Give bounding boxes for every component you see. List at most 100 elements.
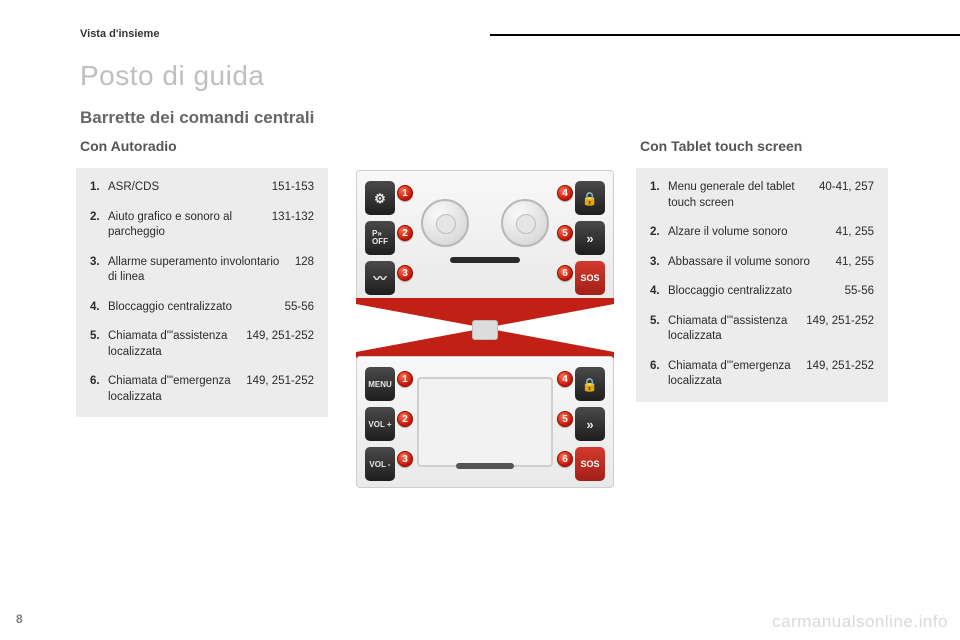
item-page: 55-56 — [845, 284, 874, 300]
button-column-left: MENU VOL + VOL - — [365, 367, 395, 487]
esp-off-button: ⚙ — [365, 181, 395, 215]
connector-hub — [472, 320, 498, 340]
item-label: Allarme superamento involontario di line… — [108, 255, 295, 286]
callout-marker: 2 — [397, 225, 413, 241]
lane-icon: 〰 — [373, 272, 386, 285]
central-lock-button: 🔒 — [575, 181, 605, 215]
item-page: 41, 255 — [836, 255, 874, 271]
item-page: 149, 251-252 — [806, 359, 874, 375]
assist-call-button: » — [575, 221, 605, 255]
item-page: 40-41, 257 — [819, 180, 874, 196]
header-rule — [490, 34, 960, 36]
item-label: Abbassare il volume sonoro — [668, 255, 836, 271]
item-number: 4. — [90, 300, 108, 316]
page-title: Posto di guida — [80, 60, 264, 92]
callout-marker: 1 — [397, 185, 413, 201]
central-lock-button: 🔒 — [575, 367, 605, 401]
item-label: Bloccaggio centralizzato — [668, 284, 845, 300]
radio-dial-left — [421, 199, 469, 247]
heading-tablet: Con Tablet touch screen — [640, 138, 802, 154]
list-item: 3. Abbassare il volume sonoro 41, 255 — [650, 255, 874, 271]
item-number: 6. — [90, 374, 108, 390]
item-number: 5. — [650, 314, 668, 330]
list-item: 5. Chiamata d'"assistenza localizzata 14… — [650, 314, 874, 345]
item-label: ASR/CDS — [108, 180, 272, 196]
cd-slot — [450, 257, 520, 263]
radio-dial-right — [501, 199, 549, 247]
item-number: 1. — [90, 180, 108, 196]
list-item: 1. Menu generale del tablet touch screen… — [650, 180, 874, 211]
central-controls-figure: ⚙ P»OFF 〰 🔒 » SOS 1 2 3 4 5 6 — [356, 170, 614, 488]
sos-label: SOS — [580, 273, 599, 283]
section-label: Vista d'insieme — [80, 28, 159, 40]
chevrons-icon: » — [586, 232, 593, 245]
list-item: 4. Bloccaggio centralizzato 55-56 — [650, 284, 874, 300]
page-subtitle: Barrette dei comandi centrali — [80, 108, 314, 128]
list-tablet: 1. Menu generale del tablet touch screen… — [636, 168, 888, 402]
item-label: Chiamata d'"assistenza localizzata — [668, 314, 806, 345]
button-column-left: ⚙ P»OFF 〰 — [365, 181, 395, 301]
sos-call-button: SOS — [575, 261, 605, 295]
item-number: 2. — [90, 210, 108, 226]
vol-up-label: VOL + — [368, 420, 391, 429]
lock-icon: 🔒 — [582, 378, 598, 391]
callout-marker: 2 — [397, 411, 413, 427]
volume-down-button: VOL - — [365, 447, 395, 481]
lane-warning-button: 〰 — [365, 261, 395, 295]
panel-autoradio: ⚙ P»OFF 〰 🔒 » SOS 1 2 3 4 5 6 — [356, 170, 614, 302]
sos-label: SOS — [580, 459, 599, 469]
item-number: 4. — [650, 284, 668, 300]
list-item: 6. Chiamata d'"emergenza localizzata 149… — [650, 359, 874, 390]
page-number: 8 — [16, 612, 23, 626]
item-page: 151-153 — [272, 180, 314, 196]
list-item: 3. Allarme superamento involontario di l… — [90, 255, 314, 286]
item-label: Bloccaggio centralizzato — [108, 300, 285, 316]
menu-button: MENU — [365, 367, 395, 401]
touch-screen — [417, 377, 553, 467]
lock-icon: 🔒 — [582, 192, 598, 205]
item-page: 55-56 — [285, 300, 314, 316]
list-item: 1. ASR/CDS 151-153 — [90, 180, 314, 196]
item-number: 3. — [650, 255, 668, 271]
esp-off-icon: ⚙ — [374, 192, 386, 205]
item-label: Alzare il volume sonoro — [668, 225, 836, 241]
list-item: 4. Bloccaggio centralizzato 55-56 — [90, 300, 314, 316]
menu-label: MENU — [368, 380, 392, 389]
callout-marker: 6 — [557, 265, 573, 281]
item-label: Chiamata d'"emergenza localizzata — [108, 374, 246, 405]
park-off-icon: P»OFF — [372, 230, 388, 246]
assist-call-button: » — [575, 407, 605, 441]
watermark: carmanualsonline.info — [772, 612, 948, 632]
under-slot — [456, 463, 514, 469]
item-number: 5. — [90, 329, 108, 345]
callout-marker: 1 — [397, 371, 413, 387]
item-page: 149, 251-252 — [246, 374, 314, 390]
list-item: 2. Alzare il volume sonoro 41, 255 — [650, 225, 874, 241]
item-page: 149, 251-252 — [806, 314, 874, 330]
sos-call-button: SOS — [575, 447, 605, 481]
item-page: 128 — [295, 255, 314, 271]
item-number: 1. — [650, 180, 668, 196]
callout-marker: 5 — [557, 225, 573, 241]
callout-marker: 4 — [557, 185, 573, 201]
item-page: 149, 251-252 — [246, 329, 314, 345]
item-label: Menu generale del tablet touch screen — [668, 180, 819, 211]
callout-marker: 6 — [557, 451, 573, 467]
item-label: Chiamata d'"emergenza localizzata — [668, 359, 806, 390]
list-item: 2. Aiuto grafico e sonoro al parcheggio … — [90, 210, 314, 241]
manual-page: Vista d'insieme Posto di guida Barrette … — [0, 0, 960, 640]
item-label: Aiuto grafico e sonoro al parcheggio — [108, 210, 272, 241]
heading-autoradio: Con Autoradio — [80, 138, 177, 154]
item-page: 131-132 — [272, 210, 314, 226]
vol-down-label: VOL - — [369, 460, 390, 469]
callout-marker: 3 — [397, 451, 413, 467]
button-column-right: 🔒 » SOS — [575, 367, 605, 487]
list-item: 5. Chiamata d'"assistenza localizzata 14… — [90, 329, 314, 360]
callout-marker: 3 — [397, 265, 413, 281]
callout-marker: 4 — [557, 371, 573, 387]
list-autoradio: 1. ASR/CDS 151-153 2. Aiuto grafico e so… — [76, 168, 328, 417]
callout-marker: 5 — [557, 411, 573, 427]
item-number: 3. — [90, 255, 108, 271]
item-number: 2. — [650, 225, 668, 241]
volume-up-button: VOL + — [365, 407, 395, 441]
